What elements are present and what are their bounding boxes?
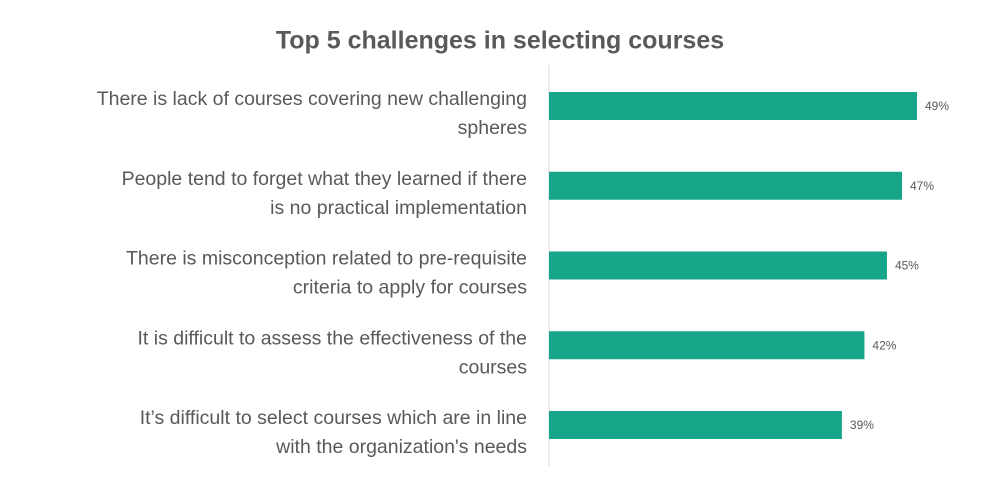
value-label: 39% <box>850 418 874 432</box>
category-label: People tend to forget what they learned … <box>122 168 527 190</box>
bar <box>549 171 902 200</box>
bar <box>549 331 865 360</box>
value-label: 45% <box>895 259 919 273</box>
chart-title: Top 5 challenges in selecting courses <box>276 27 724 55</box>
category-label: criteria to apply for courses <box>293 277 527 299</box>
bar <box>549 251 887 280</box>
value-label: 49% <box>925 99 949 113</box>
bar <box>549 92 917 120</box>
value-label: 47% <box>910 179 934 193</box>
category-label: with the organization's needs <box>275 436 527 458</box>
category-label: It’s difficult to select courses which a… <box>140 407 527 429</box>
category-label: It is difficult to assess the effectiven… <box>138 327 528 349</box>
category-label: There is lack of courses covering new ch… <box>97 88 527 110</box>
value-label: 42% <box>872 338 896 352</box>
category-label: courses <box>459 356 528 378</box>
category-label: spheres <box>458 117 528 139</box>
category-label: There is misconception related to pre-re… <box>126 248 527 270</box>
bar <box>549 411 842 439</box>
category-label: is no practical implementation <box>270 197 527 219</box>
